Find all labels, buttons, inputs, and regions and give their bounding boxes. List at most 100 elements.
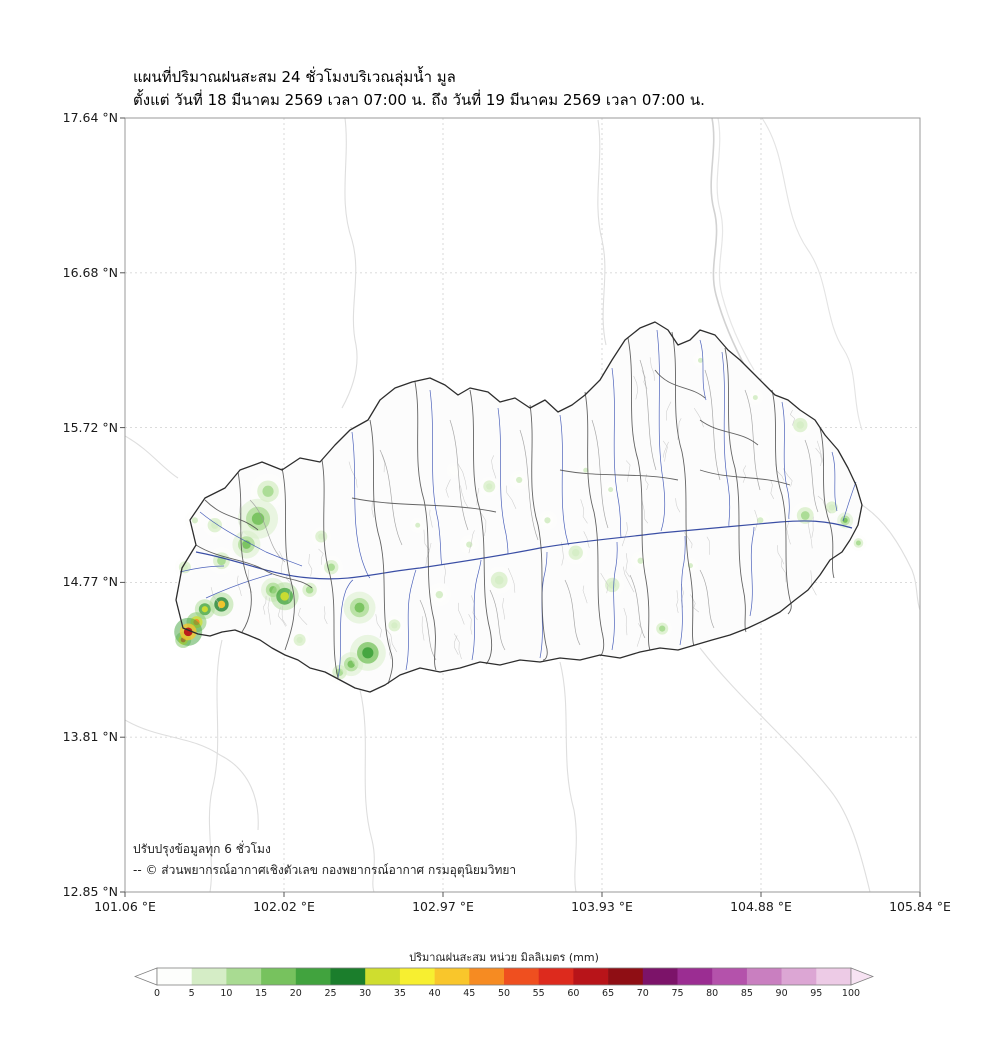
x-tick-label: 103.93 °E xyxy=(571,899,633,914)
colorbar-tick-label: 0 xyxy=(153,988,161,999)
colorbar-segment xyxy=(608,968,644,985)
x-tick-label: 105.84 °E xyxy=(889,899,951,914)
colorbar-segment xyxy=(399,968,435,985)
colorbar-tick-label: 90 xyxy=(775,988,788,999)
colorbar-segment xyxy=(816,968,852,985)
colorbar-segment xyxy=(191,968,227,985)
colorbar-title: ปริมาณฝนสะสม หน่วย มิลลิเมตร (mm) xyxy=(409,951,599,964)
colorbar-segment xyxy=(295,968,331,985)
colorbar-segment xyxy=(434,968,470,985)
colorbar-segment xyxy=(573,968,609,985)
y-tick-label: 13.81 °N xyxy=(62,729,118,745)
rain-cell-core xyxy=(217,600,226,609)
colorbar-tick-label: 85 xyxy=(740,988,753,999)
colorbar-segment xyxy=(538,968,574,985)
y-tick-label: 12.85 °N xyxy=(62,884,118,899)
rain-cell-core xyxy=(544,517,551,524)
colorbar-under-arrow xyxy=(134,967,158,986)
colorbar-tick-label: 100 xyxy=(841,988,861,999)
y-tick-label: 14.77 °N xyxy=(62,574,118,590)
rain-cell-core xyxy=(583,467,589,473)
colorbar-tick-label: 70 xyxy=(636,988,649,999)
rain-cell-core xyxy=(327,563,335,571)
rain-cell-core xyxy=(280,591,290,601)
colorbar-tick-label: 95 xyxy=(810,988,823,999)
plot-border xyxy=(124,117,921,893)
colorbar-segment xyxy=(365,968,401,985)
rain-cell-core xyxy=(362,647,374,659)
rain-cell-core xyxy=(391,622,398,629)
colorbar-tick-label: 50 xyxy=(497,988,511,999)
x-tick-label: 102.02 °E xyxy=(253,899,315,914)
colorbar-tick-labels: 0 5 10 15 20 25 30 35 40 45 50 55 60 65 70 75 80 85 90 95 10… xyxy=(134,988,874,1002)
basin-outline xyxy=(175,321,863,693)
colorbar xyxy=(134,967,874,986)
rain-cell-core xyxy=(516,476,523,484)
x-tick-label: 102.97 °E xyxy=(412,899,474,914)
rain-cell-core xyxy=(354,602,365,613)
rain-cell-core xyxy=(486,483,493,490)
rain-cell-core xyxy=(318,533,325,540)
colorbar-tick-label: 30 xyxy=(359,988,372,999)
rain-cell-core xyxy=(828,504,835,511)
colorbar-segment xyxy=(746,968,782,985)
rain-cell-core xyxy=(494,575,504,585)
rain-cell-core xyxy=(201,606,208,613)
x-tick-label: 101.06 °E xyxy=(94,899,156,914)
stream-network xyxy=(210,357,831,660)
x-tick-label: 104.88 °E xyxy=(730,899,792,914)
sub-basin-boundaries xyxy=(195,331,835,685)
colorbar-segment xyxy=(469,968,505,985)
map-subtitle: ตั้งแต่ วันที่ 18 มีนาคม 2569 เวลา 07:00… xyxy=(133,91,705,109)
map-annotation: ปรับปรุงข้อมูลทุก 6 ชั่วโมง -- © ส่วนพยา… xyxy=(133,839,516,881)
y-tick-label: 15.72 °N xyxy=(62,419,118,435)
source-credit-note: -- © ส่วนพยากรณ์อากาศเชิงตัวเลข กองพยากร… xyxy=(133,863,517,877)
rain-cell-core xyxy=(800,511,810,520)
river-tributaries xyxy=(179,329,857,679)
colorbar-tick-label: 15 xyxy=(255,988,268,999)
colorbar-segment xyxy=(330,968,366,985)
map-title: แผนที่ปริมาณฝนสะสม 24 ชั่วโมงบริเวณลุ่มน… xyxy=(133,68,456,86)
rain-cell-core xyxy=(796,421,804,429)
rain-cell-core xyxy=(211,521,219,529)
rain-cell-core xyxy=(451,467,457,473)
rain-cell-core xyxy=(296,636,303,644)
colorbar-segment xyxy=(504,968,539,985)
colorbar-tick-label: 75 xyxy=(671,988,684,999)
axis-tick-marks xyxy=(120,117,921,897)
rain-cell-core xyxy=(637,557,644,564)
colorbar-segment xyxy=(712,968,748,985)
colorbar-tick-label: 20 xyxy=(289,988,302,999)
colorbar-segment xyxy=(226,968,262,985)
minor-streams xyxy=(249,359,819,661)
colorbar-segment xyxy=(642,968,678,985)
rain-cell-core xyxy=(435,590,444,599)
rain-cell-core xyxy=(305,586,314,594)
basin-fill xyxy=(176,322,862,692)
rain-cell-core xyxy=(659,625,666,632)
rain-cell-core xyxy=(191,517,198,524)
colorbar-tick-label: 55 xyxy=(532,988,545,999)
rain-cell-core xyxy=(415,522,421,528)
y-tick-label: 17.64 °N xyxy=(62,110,118,125)
rain-cell-core xyxy=(697,357,703,363)
colorbar-tick-label: 10 xyxy=(220,988,233,999)
rain-cell-core xyxy=(608,581,617,589)
colorbar-tick-label: 5 xyxy=(188,988,195,999)
main-river xyxy=(195,520,853,580)
colorbar-segment xyxy=(677,968,713,985)
colorbar-segment xyxy=(781,968,817,985)
colorbar-tick-label: 35 xyxy=(393,988,406,999)
colorbar-segment xyxy=(261,968,297,985)
colorbar-tick-label: 60 xyxy=(567,988,580,999)
rain-cell-core xyxy=(752,395,758,401)
colorbar-tick-label: 65 xyxy=(602,988,615,999)
rain-cell-core xyxy=(757,517,764,524)
colorbar-tick-label: 40 xyxy=(428,988,441,999)
rain-cell-core xyxy=(262,485,274,497)
colorbar-over-arrow xyxy=(850,967,874,986)
chart-titles: แผนที่ปริมาณฝนสะสม 24 ชั่วโมงบริเวณลุ่มน… xyxy=(133,66,705,112)
colorbar-tick-label: 25 xyxy=(324,988,337,999)
